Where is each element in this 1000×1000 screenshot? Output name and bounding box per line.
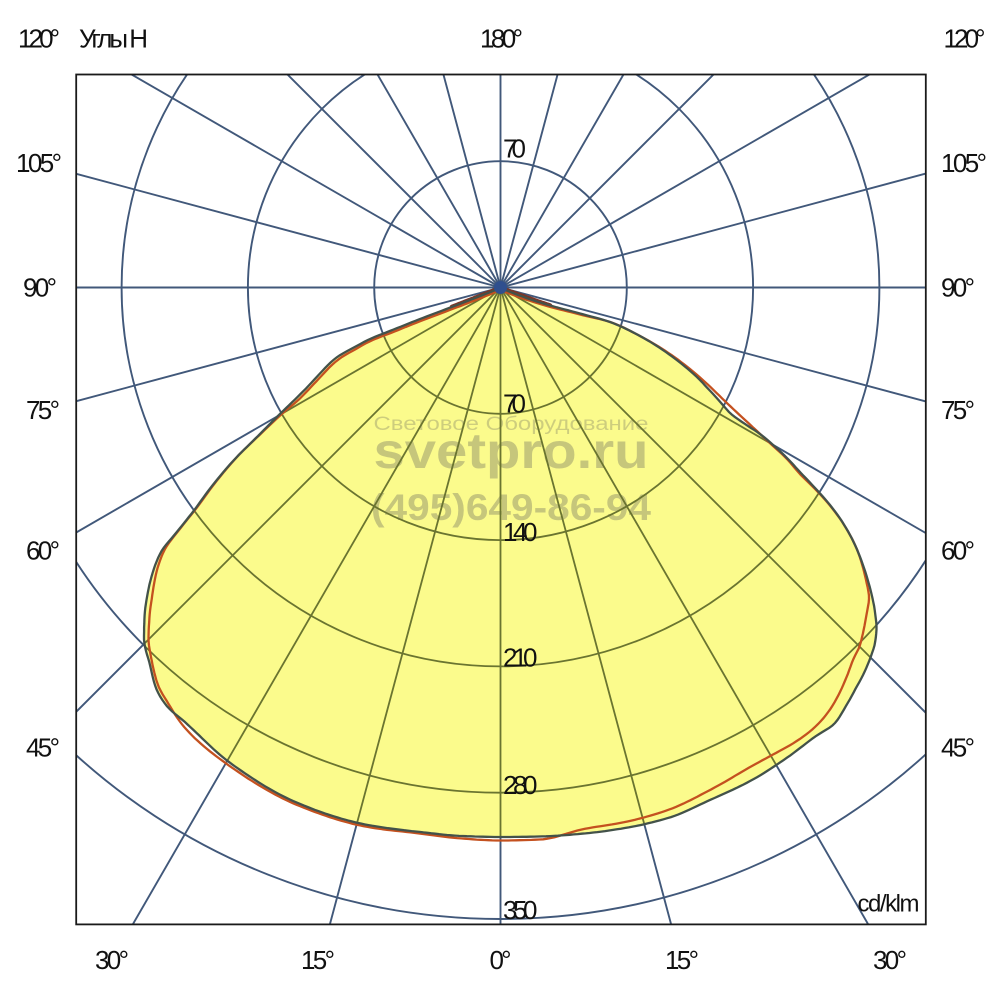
svg-text:140: 140: [503, 517, 538, 547]
svg-text:Световое Оборудование: Световое Оборудование: [374, 414, 649, 435]
svg-text:210: 210: [503, 643, 538, 673]
svg-text:75°: 75°: [26, 395, 60, 425]
svg-text:15°: 15°: [665, 945, 699, 975]
svg-text:105°: 105°: [16, 148, 62, 178]
svg-text:svetpro.ru: svetpro.ru: [374, 423, 649, 479]
svg-text:60°: 60°: [941, 536, 975, 566]
svg-text:70: 70: [503, 389, 526, 419]
svg-text:(495)649-86-94: (495)649-86-94: [371, 487, 651, 528]
svg-text:Углы H: Углы H: [79, 24, 148, 54]
svg-text:350: 350: [503, 895, 538, 925]
svg-text:30°: 30°: [95, 945, 129, 975]
svg-text:280: 280: [503, 770, 538, 800]
svg-text:120°: 120°: [944, 24, 986, 54]
svg-text:75°: 75°: [941, 395, 975, 425]
svg-text:70: 70: [503, 134, 526, 164]
svg-text:45°: 45°: [26, 733, 60, 763]
svg-text:15°: 15°: [301, 945, 335, 975]
svg-text:90°: 90°: [23, 273, 57, 303]
svg-text:105°: 105°: [941, 148, 987, 178]
svg-text:30°: 30°: [873, 945, 907, 975]
svg-text:0°: 0°: [490, 945, 512, 975]
svg-text:90°: 90°: [941, 273, 975, 303]
svg-text:120°: 120°: [18, 24, 60, 54]
svg-text:180°: 180°: [480, 24, 523, 54]
svg-text:cd/klm: cd/klm: [858, 891, 920, 918]
svg-text:45°: 45°: [941, 733, 975, 763]
svg-text:60°: 60°: [26, 536, 60, 566]
